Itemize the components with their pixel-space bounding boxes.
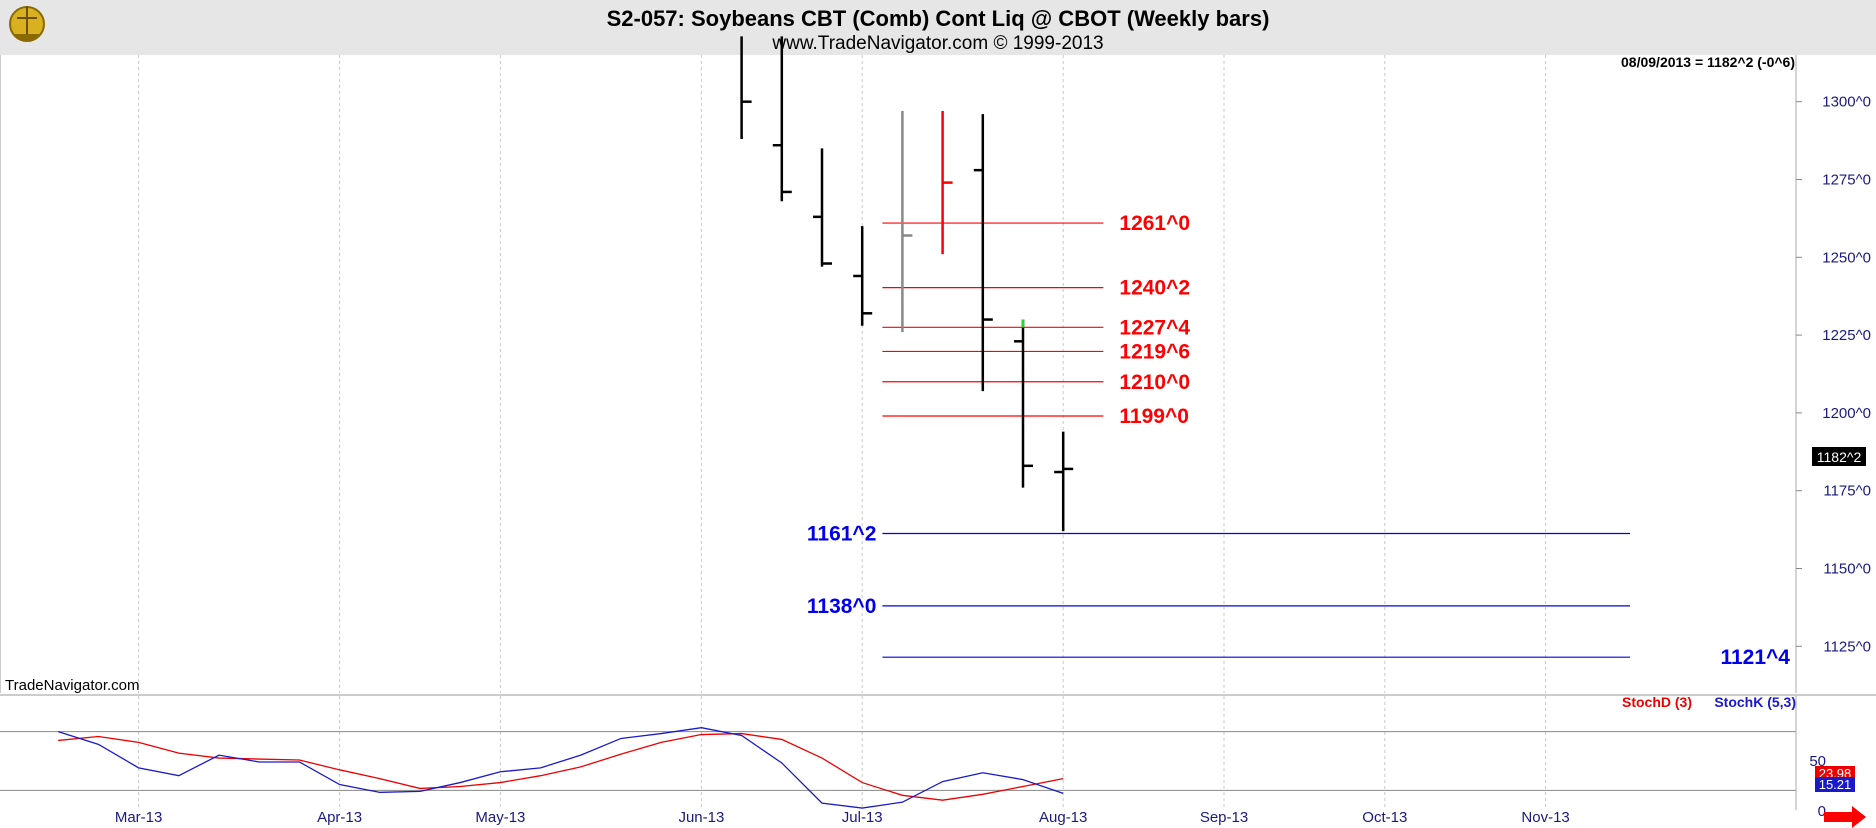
y-tick-label: 1275^0 (1822, 171, 1871, 188)
y-tick-label: 1250^0 (1822, 249, 1871, 266)
x-tick-label: Apr-13 (317, 809, 362, 826)
level-label: 1138^0 (807, 595, 877, 618)
stoch-end-label: 15.21 (1819, 777, 1852, 792)
y-tick-label: 1150^0 (1823, 561, 1871, 578)
level-label: 1199^0 (1119, 405, 1189, 428)
x-tick-label: May-13 (475, 809, 525, 826)
x-tick-label: Jul-13 (842, 809, 883, 826)
scroll-right-arrow-icon[interactable] (1824, 806, 1866, 828)
level-label: 1219^6 (1119, 340, 1190, 363)
level-label: 1121^4 (1720, 646, 1790, 669)
ohlc-bars (740, 36, 1074, 532)
level-label: 1161^2 (807, 523, 877, 546)
x-tick-label: Jun-13 (678, 809, 724, 826)
chart-subtitle: www.TradeNavigator.com © 1999-2013 (771, 33, 1103, 54)
stochastic-grid (0, 696, 1796, 810)
x-tick-label: Mar-13 (115, 809, 163, 826)
stoch-series-line (58, 732, 1064, 801)
x-tick-label: Aug-13 (1039, 809, 1087, 826)
logo-icon (9, 6, 45, 42)
level-label: 1261^0 (1119, 212, 1190, 235)
level-label: 1227^4 (1119, 316, 1190, 339)
stochastic-y-axis: 50 0 (1795, 696, 1826, 820)
last-price-tag: 1182^2 (1812, 447, 1866, 466)
y-tick-label: 1300^0 (1822, 94, 1871, 111)
x-tick-label: Sep-13 (1200, 809, 1248, 826)
chart-title: S2-057: Soybeans CBT (Comb) Cont Liq @ C… (607, 6, 1270, 31)
last-bar-info: 08/09/2013 = 1182^2 (-0^6) (1621, 54, 1795, 70)
panel-separator (0, 694, 1876, 696)
header-band (0, 0, 1876, 55)
legend-stochd: StochD (3) (1622, 694, 1692, 710)
x-axis: Mar-13 Apr-13 May-13 Jun-13 Jul-13 Aug-13 Sep-… (115, 809, 1570, 826)
last-price-label: 1182^2 (1817, 449, 1862, 465)
price-grid (138, 55, 1547, 693)
stoch-y-tick-label: 0 (1818, 803, 1826, 820)
stoch-series-line (58, 727, 1064, 809)
y-tick-label: 1200^0 (1822, 405, 1871, 422)
y-tick-label: 1175^0 (1823, 483, 1871, 500)
x-tick-label: Oct-13 (1362, 809, 1407, 826)
legend-stochk: StochK (5,3) (1714, 694, 1796, 710)
stoch-end-tag (1815, 777, 1855, 792)
stoch-y-tick-label: 50 (1809, 753, 1826, 770)
y-tick-label: 1225^0 (1822, 327, 1871, 344)
price-y-axis: 1300^0 1275^0 1250^0 1225^0 1200^0 1175^0 1150… (1796, 94, 1871, 655)
level-label: 1210^0 (1119, 371, 1190, 394)
watermark: TradeNavigator.com (5, 677, 140, 694)
x-tick-label: Nov-13 (1521, 809, 1569, 826)
y-tick-label: 1125^0 (1823, 638, 1871, 655)
level-label: 1240^2 (1119, 277, 1190, 300)
